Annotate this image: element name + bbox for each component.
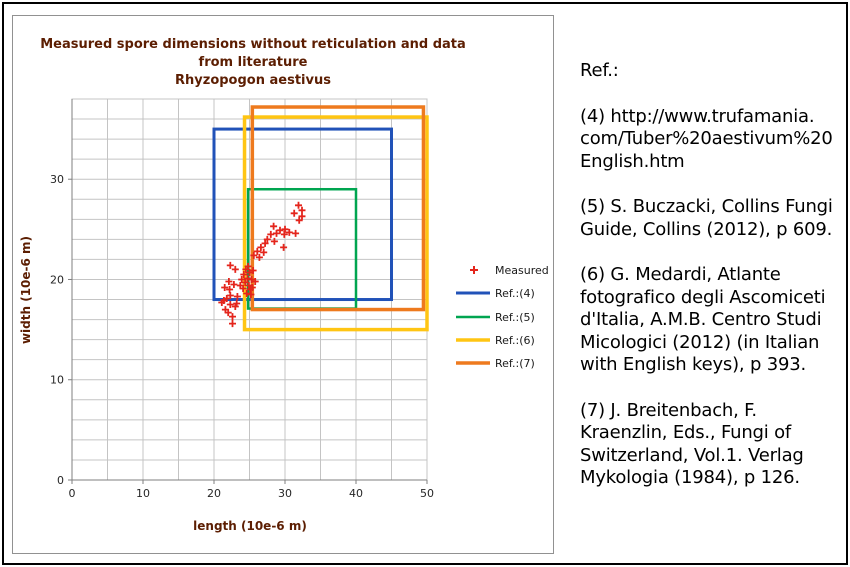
- legend-label: Ref.:(6): [495, 334, 535, 347]
- chart-title-line: Rhyzopogon aestivus: [175, 73, 331, 88]
- reference-item-6: (6) G. Medardi, Atlante fotografico degl…: [580, 264, 826, 375]
- x-tick-label: 50: [420, 487, 434, 500]
- spore-dimensions-chart: 0 10 20 30 40 50 0 10 20 30 Measured spore dimensi…: [19, 37, 549, 533]
- ref-rect-6: [242, 115, 429, 332]
- reference-item-7: (7) J. Breitenbach, F. Kraenzlin, Eds., …: [580, 399, 804, 489]
- reference-item-5: (5) S. Buczacki, Collins Fungi Guide, Co…: [580, 196, 833, 240]
- x-tick-label: 10: [136, 487, 150, 500]
- x-tick-label: 0: [69, 487, 76, 500]
- x-tick-label: 20: [207, 487, 221, 500]
- chart-title-line: from literature: [199, 55, 308, 70]
- x-tick-label: 30: [278, 487, 292, 500]
- y-tick-label: 30: [50, 173, 64, 186]
- x-tick-label: 40: [349, 487, 363, 500]
- references-panel: Ref.: (4) http://www.trufamania. com/Tub…: [580, 60, 844, 513]
- references-heading: Ref.:: [580, 60, 619, 81]
- y-tick-label: 20: [50, 273, 64, 286]
- y-tick-label: 0: [57, 474, 64, 487]
- legend-label: Measured: [495, 264, 549, 277]
- x-axis-title: length (10e-6 m): [193, 519, 307, 533]
- ref-rect-7: [250, 105, 426, 312]
- chart-frame: 0 10 20 30 40 50 0 10 20 30 Measured spore dimensi…: [12, 15, 554, 554]
- y-tick-label: 10: [50, 374, 64, 387]
- legend-plus-marker: [470, 266, 478, 274]
- y-axis-title: width (10e-6 m): [19, 236, 33, 344]
- reference-item-4: (4) http://www.trufamania. com/Tuber%20a…: [580, 105, 833, 172]
- legend-label: Ref.:(7): [495, 357, 535, 370]
- measured-points: [218, 201, 306, 328]
- legend-label: Ref.:(5): [495, 311, 535, 324]
- ref-rect-4: [212, 127, 393, 302]
- legend-label: Ref.:(4): [495, 287, 535, 300]
- chart-title-line: Measured spore dimensions without reticu…: [40, 37, 466, 52]
